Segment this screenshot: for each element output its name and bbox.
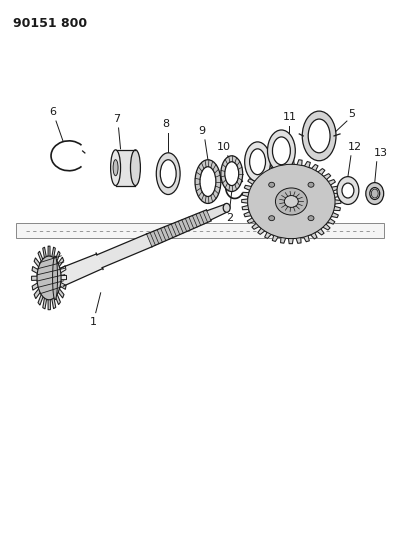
Text: 12: 12 [348,142,362,152]
Ellipse shape [225,161,239,185]
Polygon shape [115,150,136,185]
Ellipse shape [245,142,270,182]
Ellipse shape [302,111,336,161]
Ellipse shape [195,160,221,204]
Ellipse shape [250,149,266,175]
Ellipse shape [342,183,354,198]
Ellipse shape [200,167,216,197]
Text: 10: 10 [217,142,231,152]
Ellipse shape [337,176,359,205]
Ellipse shape [113,160,118,176]
Ellipse shape [370,188,380,199]
Text: 13: 13 [374,148,388,158]
Ellipse shape [366,183,384,205]
Ellipse shape [284,196,298,207]
Ellipse shape [111,150,121,185]
Text: 8: 8 [163,119,170,129]
Polygon shape [97,234,152,268]
Text: 4: 4 [274,190,281,200]
Polygon shape [147,210,211,247]
Text: 6: 6 [50,107,56,117]
Text: 1: 1 [90,317,97,327]
Ellipse shape [308,119,330,153]
Text: 9: 9 [199,126,206,136]
Text: 11: 11 [282,112,296,122]
Ellipse shape [308,216,314,221]
Text: 90151 800: 90151 800 [13,17,87,30]
Text: 7: 7 [113,114,120,124]
Polygon shape [207,204,228,220]
Ellipse shape [156,153,180,195]
Ellipse shape [268,130,295,172]
Ellipse shape [275,188,307,215]
Ellipse shape [269,182,275,187]
Ellipse shape [308,182,314,187]
Ellipse shape [130,150,140,185]
Text: 2: 2 [226,213,233,223]
Ellipse shape [273,137,290,165]
Ellipse shape [52,256,58,300]
Polygon shape [56,254,103,286]
Polygon shape [16,223,384,238]
Ellipse shape [223,204,230,212]
Ellipse shape [160,160,176,188]
Ellipse shape [248,164,335,239]
Polygon shape [32,246,67,310]
Text: 3: 3 [251,200,258,211]
Polygon shape [242,159,341,244]
Text: 5: 5 [348,109,355,119]
Ellipse shape [37,256,61,300]
Ellipse shape [269,216,275,221]
Ellipse shape [371,189,378,198]
Ellipse shape [221,156,243,191]
